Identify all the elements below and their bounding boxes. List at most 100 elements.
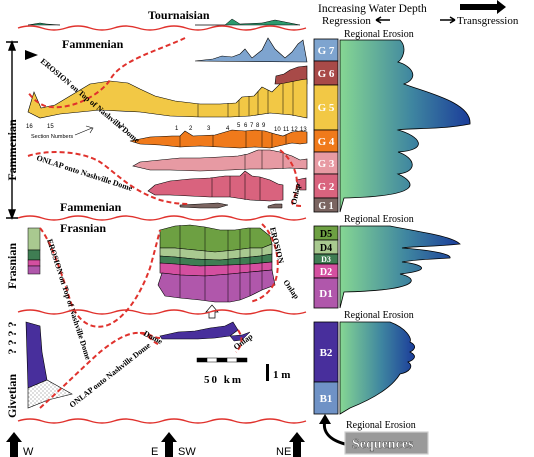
sequence-label-d1: D1: [319, 288, 332, 300]
g2-section-ticks: [211, 174, 261, 200]
tournaisian-wedge-right: [195, 18, 301, 26]
section-number: 13: [300, 127, 307, 133]
fammenian-vertical-label: Fammenian: [5, 119, 19, 181]
givetian-left-b2: [25, 321, 48, 389]
g4-section-ticks: [179, 131, 287, 148]
onlap-boundary-right-givetian: [235, 329, 243, 353]
depth-curve-d: [339, 225, 461, 309]
onlap-right-label-upper: Onlap: [289, 182, 302, 205]
frasnian-left-d1: [27, 265, 41, 275]
section-number: 16: [26, 124, 33, 130]
ne-direction-arrow-icon: [289, 432, 305, 457]
sequence-label-b2: B2: [320, 347, 333, 359]
regional-erosion-label-1: Regional Erosion: [344, 29, 414, 40]
frasnian-vertical-label: Frasnian: [5, 243, 19, 289]
tournaisian-wedge-left: [27, 22, 61, 26]
frasnian-left-d3: [27, 249, 41, 261]
g7-body: [194, 37, 308, 63]
frasnian-label: Frasnian: [60, 221, 106, 235]
horizontal-scale-label: 50 km: [204, 374, 243, 386]
section-number: 2: [189, 126, 193, 132]
frasnian-left-d2: [27, 259, 41, 267]
fammenian-top-label: Fammenian: [62, 37, 124, 51]
section-number: 14: [118, 124, 125, 130]
sequence-label-g7: G 7: [318, 45, 335, 57]
erosion-boundary-frasnian: [39, 227, 161, 328]
depth-title: Increasing Water Depth: [318, 3, 427, 15]
g2-right-wedge: [295, 177, 307, 191]
e-sw-direction-arrow-icon: [161, 432, 177, 457]
section-number: 11: [283, 127, 290, 133]
regression-arrow-icon: [375, 16, 390, 24]
horizontal-scale-bar: [196, 357, 248, 363]
section-numbers-label: Section Numbers: [31, 134, 73, 140]
depth-arrow-icon: [460, 0, 506, 14]
onlap-boundary-givetian: [39, 331, 159, 409]
g5-section-ticks: [197, 81, 294, 117]
fammenian-bottom-label: Fammenian: [60, 200, 122, 214]
sequence-label-b1: B1: [320, 393, 333, 405]
section-number: 12: [291, 127, 298, 133]
sequence-label-g3: G 3: [318, 158, 335, 170]
fammenian-range-bracket: [6, 40, 18, 220]
fammenian-pointer-icon: [25, 50, 38, 60]
transgression-arrow-icon: [440, 16, 456, 24]
e-direction-label: E: [151, 446, 158, 457]
givetian-vertical-label: Givetian: [5, 374, 19, 418]
tournaisian-label: Tournaisian: [148, 8, 210, 22]
onlap-label-fammenian: ONLAP onto Nashville Dome: [35, 153, 134, 193]
section-number: 15: [47, 124, 54, 130]
unconformity-line-4: [17, 418, 307, 424]
w-direction-label: W: [23, 446, 34, 457]
sequence-box-b2: [313, 321, 339, 383]
frasnian-left-d4: [27, 227, 41, 251]
erosion-label-middle: EROSION on Top of Nashville Dome: [45, 238, 93, 361]
vertical-scale-bar: [266, 364, 269, 381]
g3-section-ticks: [244, 150, 284, 170]
g5-body: [27, 78, 308, 119]
transgression-label: Transgression: [457, 15, 519, 27]
sequence-label-g2: G 2: [318, 181, 335, 193]
section-number: 8: [256, 123, 260, 129]
onlap-label-lower: ONLAP onto Nashville Dome: [68, 341, 153, 410]
sw-direction-label: SW: [178, 446, 196, 457]
sequence-box-d1: [313, 277, 339, 309]
sequence-label-g4: G 4: [318, 136, 335, 148]
sequences-title-box: [344, 431, 429, 455]
frasnian-section-ticks: [179, 225, 263, 302]
sequence-label-d3: D3: [321, 255, 331, 264]
sequence-box-b1: [313, 381, 339, 415]
givetian-left-b1: [27, 379, 73, 409]
regional-erosion-label-2: Regional Erosion: [344, 214, 414, 225]
section-number: 9: [262, 123, 266, 129]
section-number: 6: [244, 123, 248, 129]
givetian-right-b2-tail: [229, 331, 251, 342]
section-number: 4: [226, 126, 230, 132]
sequence-label-d4: D4: [320, 243, 332, 254]
onlap-boundary-fammenian: [27, 151, 191, 205]
sequence-label-d2: D2: [320, 267, 332, 278]
question-marks-label: ? ? ? ?: [5, 322, 19, 355]
regional-erosion-label-3: Regional Erosion: [344, 310, 414, 321]
unconformity-line-1: [17, 25, 307, 31]
g2-body: [147, 170, 284, 202]
depth-curve-g: [339, 39, 471, 213]
g1-right-body: [267, 203, 283, 209]
sequence-label-g6: G 6: [318, 68, 335, 80]
section-number: 10: [274, 127, 281, 133]
sequence-labels: G 7 G 6 G 5 G 4 G 3 G 2 G 1 D5 D4 D3 D2 …: [318, 45, 335, 405]
sequence-column: [313, 38, 339, 415]
sequences-title: Sequences: [352, 437, 414, 452]
ne-direction-label: NE: [276, 446, 291, 457]
section-number: 1: [175, 126, 179, 132]
d1-body: [157, 269, 276, 303]
regional-erosion-label-4: Regional Erosion: [346, 420, 416, 431]
regression-label: Regression: [322, 15, 371, 27]
g4-body: [129, 129, 308, 149]
g3-body: [132, 149, 308, 172]
depth-curve-b: [339, 321, 415, 415]
dome-crest-boundary: [139, 331, 161, 339]
section-number: 7: [250, 123, 254, 129]
w-direction-arrow-icon: [6, 432, 22, 457]
